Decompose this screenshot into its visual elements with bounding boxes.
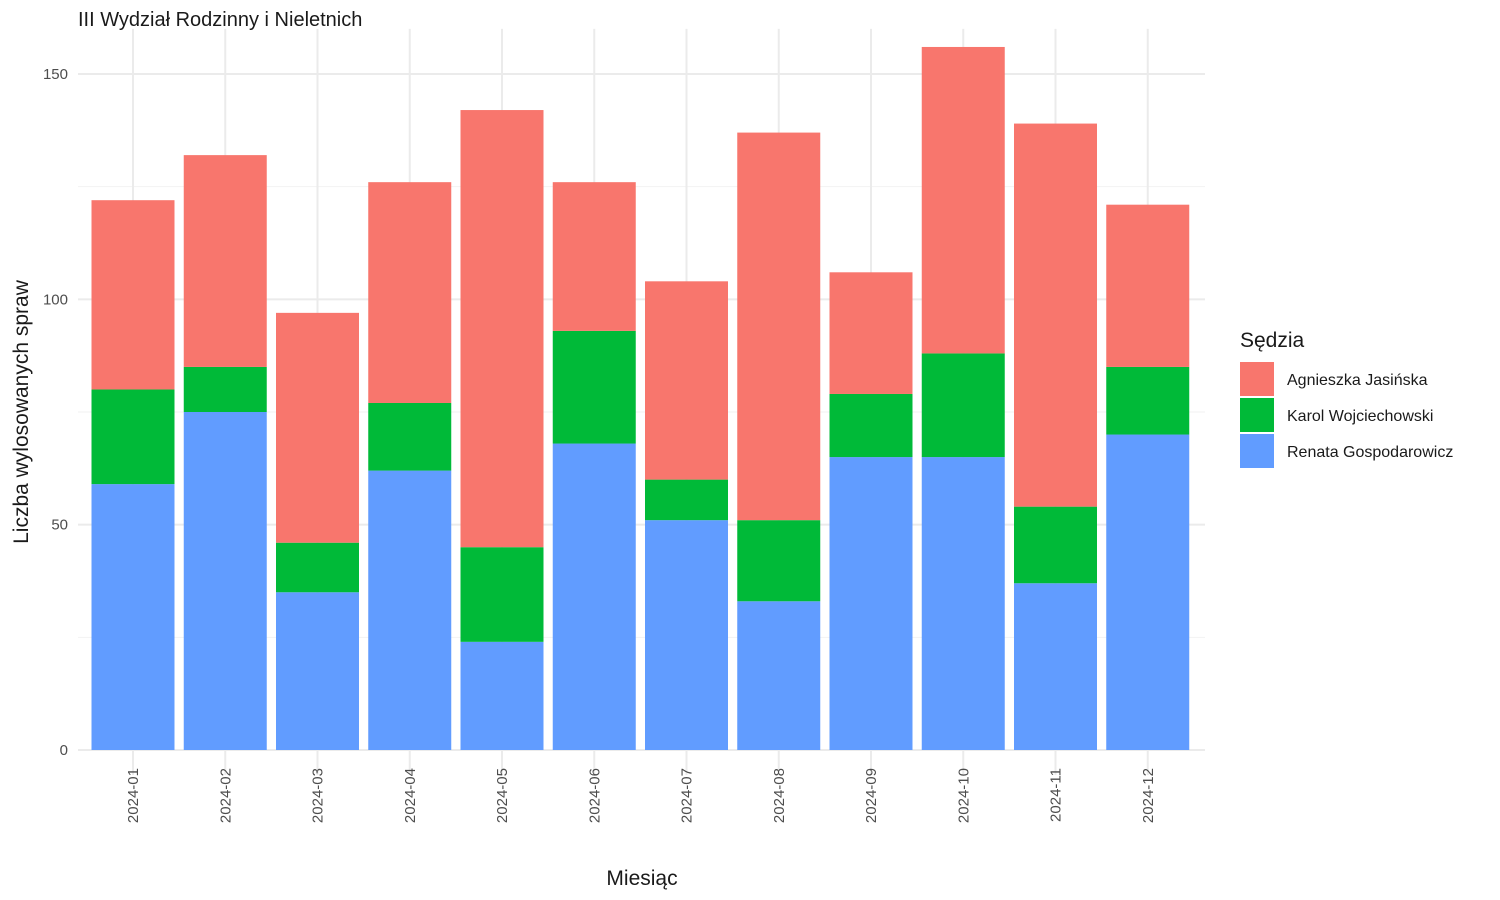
bar-segment xyxy=(91,484,175,750)
legend-key xyxy=(1240,362,1274,396)
bars xyxy=(91,46,1190,750)
bar-segment xyxy=(829,393,913,458)
bar-segment xyxy=(645,520,728,750)
bar-segment xyxy=(552,182,636,331)
bar-segment xyxy=(276,312,359,543)
bar-segment xyxy=(368,470,452,750)
bar-segment xyxy=(921,457,1005,750)
x-tick-label: 2024-06 xyxy=(586,768,603,823)
legend-key xyxy=(1240,398,1274,432)
y-tick-labels: 0 50 100 150 xyxy=(43,66,68,759)
x-tick-label: 2024-03 xyxy=(310,768,327,823)
x-tick-label: 2024-11 xyxy=(1048,768,1065,822)
bar-segment xyxy=(921,353,1005,458)
bar-segment xyxy=(552,330,636,444)
x-tick-label: 2024-04 xyxy=(402,768,419,823)
bar-segment xyxy=(645,281,728,480)
bar-segment xyxy=(1106,204,1190,367)
bar-segment xyxy=(829,457,913,750)
legend-label: Agnieszka Jasińska xyxy=(1287,372,1428,389)
bar-segment xyxy=(276,592,359,750)
bar-segment xyxy=(91,389,175,485)
x-tick-label: 2024-02 xyxy=(217,768,234,823)
bar-segment xyxy=(1106,434,1190,750)
legend-key xyxy=(1240,434,1274,468)
bar-segment xyxy=(183,155,267,367)
bar-segment xyxy=(460,641,544,750)
bar-segment xyxy=(368,182,452,403)
bar-segment xyxy=(276,542,359,593)
x-tick-label: 2024-05 xyxy=(494,768,511,823)
legend-title: Sędzia xyxy=(1240,329,1305,352)
bar-segment xyxy=(645,479,728,521)
y-tick-label: 0 xyxy=(60,742,68,759)
bar-segment xyxy=(737,132,821,521)
bar-segment xyxy=(1014,123,1097,507)
chart-title: III Wydział Rodzinny i Nieletnich xyxy=(78,9,362,31)
bar-segment xyxy=(552,443,636,750)
bar-segment xyxy=(829,272,913,394)
bar-segment xyxy=(1014,583,1097,750)
x-tick-labels: 2024-01 2024-02 2024-03 2024-04 2024-05 2024-… xyxy=(125,768,1157,823)
legend-label: Renata Gospodarowicz xyxy=(1287,444,1453,461)
bar-segment xyxy=(183,412,267,750)
x-tick-label: 2024-09 xyxy=(863,768,880,823)
bar-segment xyxy=(368,402,452,471)
bar-segment xyxy=(737,520,821,602)
bar-segment xyxy=(1106,366,1190,435)
x-tick-label: 2024-10 xyxy=(955,768,972,823)
y-axis-title: Liczba wylosowanych spraw xyxy=(10,279,33,544)
bar-segment xyxy=(921,46,1005,354)
bar-segment xyxy=(737,601,821,750)
bar-segment xyxy=(1014,506,1097,584)
x-axis-title: Miesiąc xyxy=(606,867,677,890)
x-tick-label: 2024-08 xyxy=(771,768,788,823)
y-tick-label: 100 xyxy=(43,291,68,308)
x-tick-label: 2024-12 xyxy=(1140,768,1157,823)
y-tick-label: 50 xyxy=(51,517,68,534)
bar-segment xyxy=(460,547,544,642)
x-tick-label: 2024-01 xyxy=(125,768,142,823)
y-tick-label: 150 xyxy=(43,66,68,83)
bar-segment xyxy=(183,366,267,412)
legend: Sędzia Agnieszka Jasińska Karol Wojciecho… xyxy=(1240,329,1453,468)
legend-label: Karol Wojciechowski xyxy=(1287,408,1433,425)
bar-segment xyxy=(91,200,175,390)
bar-segment xyxy=(460,110,544,548)
x-tick-label: 2024-07 xyxy=(679,768,696,823)
